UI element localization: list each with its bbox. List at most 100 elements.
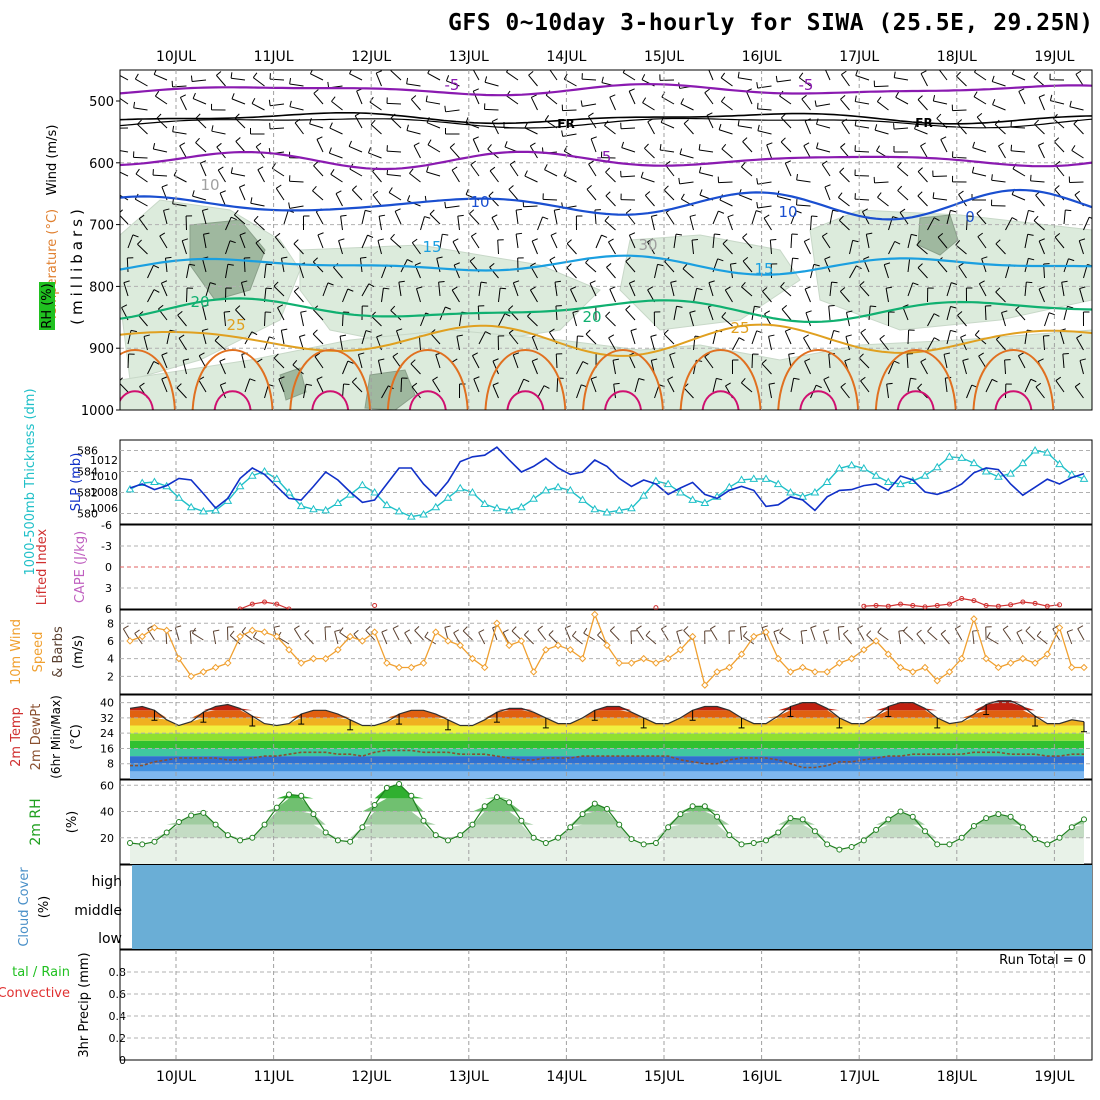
wind-barb (361, 234, 368, 249)
wind-barb (647, 241, 655, 255)
lifted-index-point (1008, 602, 1014, 608)
wind-speed-point (529, 668, 538, 676)
wind-barb (529, 289, 538, 303)
precip-tick: 0.8 (109, 966, 127, 979)
wind-barb-flag (590, 136, 597, 140)
wind-barb-flag (663, 185, 669, 191)
wind-barb (660, 149, 675, 153)
thickness-point (455, 483, 465, 492)
thickness-point (590, 504, 600, 513)
lifted-index-point (1020, 599, 1026, 605)
wind-speed-point (517, 637, 526, 645)
wind-barb (689, 312, 694, 327)
wind-barb (907, 329, 910, 345)
thickness-point (835, 463, 844, 472)
wind-barb-10m (492, 627, 498, 641)
wind-barb (576, 361, 584, 375)
isotherm-35-arch (896, 390, 935, 410)
wind-barb-flag (176, 383, 182, 389)
wind-speed-point (823, 668, 831, 676)
wind-barb (757, 181, 772, 185)
wind-barb-10m-flag (502, 629, 509, 633)
wind-barb-flag (917, 95, 923, 101)
wind-barb (1035, 386, 1045, 399)
wind-barb (1078, 240, 1084, 255)
wind-barb (508, 332, 519, 345)
wind-barb-flag (289, 77, 292, 85)
cloud-panel (119, 864, 1093, 950)
wind-barb (488, 195, 499, 207)
wind-barb (607, 241, 616, 255)
wind-barb-flag (379, 214, 386, 217)
wind-barb-flag (214, 335, 220, 341)
rh-area (809, 209, 1092, 331)
wind-barb-10m-flag (381, 629, 388, 633)
wind-barb-flag (1018, 352, 1024, 357)
wind-barb (231, 98, 246, 105)
wind-barb (177, 314, 187, 327)
wind-barb (278, 378, 285, 393)
wind-barb (859, 285, 870, 297)
wind-barb (120, 171, 129, 177)
wind-barb (289, 180, 304, 183)
wind-barb-flag (338, 238, 345, 242)
wind-barb-flag (473, 136, 479, 140)
wind-barb (566, 243, 577, 255)
wind-barb-10m (392, 628, 400, 641)
wind-barb (127, 353, 130, 369)
wind-barb (349, 168, 363, 177)
wind-barb-flag (444, 105, 447, 112)
wind-barb-flag (530, 142, 536, 147)
wind-barb-flag (347, 288, 354, 292)
wind-barb (897, 190, 909, 201)
wind-barb-10m-flag (761, 625, 768, 629)
wind-barb (147, 361, 155, 375)
wind-barb-10m-flag (779, 627, 784, 634)
wind-barb (877, 101, 889, 111)
wind-barb-flag (991, 75, 995, 82)
wind-barb (506, 95, 519, 105)
wind-barb (527, 315, 538, 327)
wind-speed-point (909, 668, 917, 676)
wind-barb (885, 288, 889, 303)
wind-barb (920, 145, 928, 159)
wind-barb (357, 354, 363, 369)
wind-barb-flag (339, 334, 347, 337)
wind-barb (757, 205, 772, 209)
wind-barb (895, 96, 909, 105)
rh-point (775, 829, 782, 836)
wind-speed-point (444, 637, 452, 645)
thickness-point (945, 452, 954, 460)
wind-barb-flag (884, 262, 891, 266)
wind-barb (388, 192, 402, 201)
wind-barb (860, 380, 870, 393)
wind-barb (309, 123, 324, 129)
wind-barb (779, 95, 792, 105)
wind-barb-flag (950, 329, 957, 333)
wind-barb-flag (630, 328, 637, 332)
wind-barb-flag (383, 287, 390, 290)
wind-barb-flag (241, 280, 248, 283)
wind-barb-flag (231, 216, 237, 221)
wind-barb-flag (816, 142, 819, 149)
wind-barb (849, 265, 857, 279)
wind-barb (509, 164, 519, 177)
wind-barb (153, 148, 168, 153)
rh-point (481, 803, 488, 810)
wind-barb-flag (991, 378, 998, 383)
wind-barb-flag (335, 190, 342, 195)
wind-barb-flag (917, 263, 923, 269)
wind-barb (524, 175, 538, 183)
wind-barb-flag (839, 167, 845, 173)
wind-barb-flag (972, 141, 976, 148)
wind-barb (741, 286, 753, 297)
thickness-point (431, 502, 441, 511)
wind-barb-flag (763, 214, 770, 219)
wind-barb (841, 122, 850, 135)
wind-barb (855, 125, 870, 129)
pressure-tick-label: 500 (89, 95, 114, 110)
wind-barb (339, 336, 343, 351)
wind-barb-flag (549, 328, 555, 333)
lifted-index-point (262, 599, 268, 605)
wind-barb-flag (139, 382, 145, 387)
